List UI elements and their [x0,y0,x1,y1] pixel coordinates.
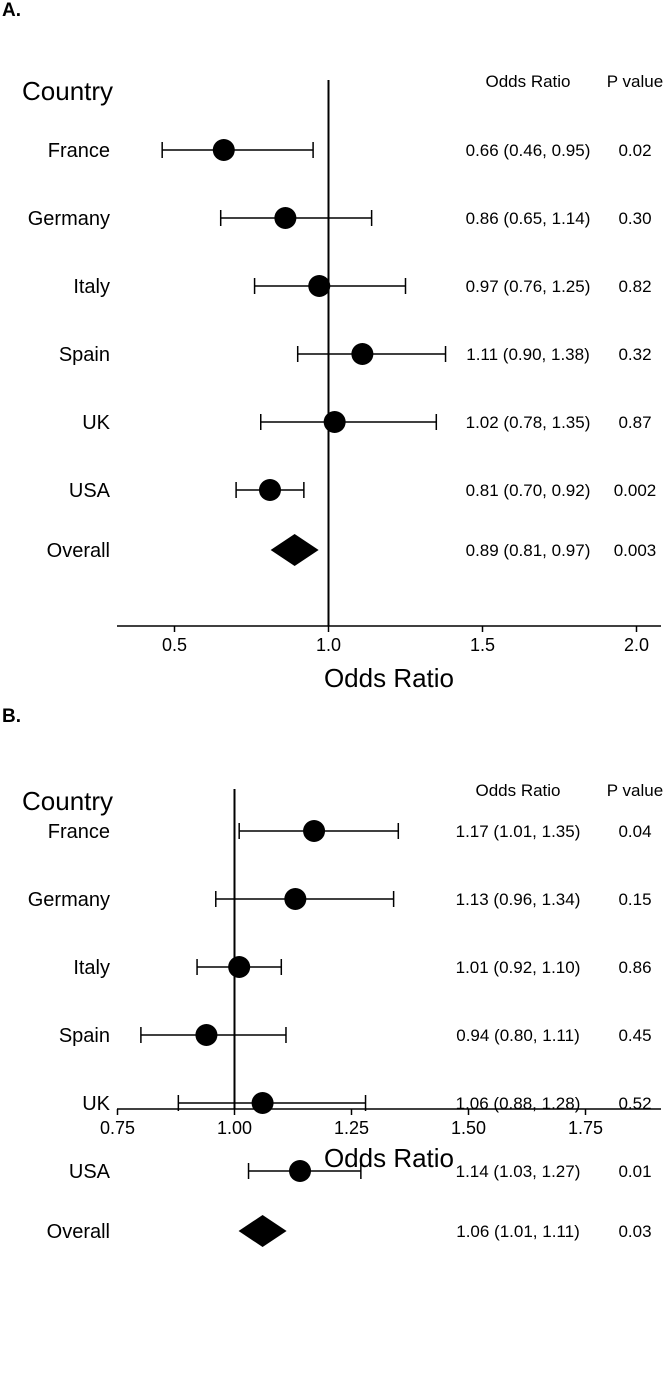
forest-plot-a: Country Odds Ratio P value 0.5 1.0 1.5 2.0 Odds… [22,72,663,693]
x-axis-title: Odds Ratio [324,1143,454,1173]
row-label-italy: Italy [73,276,110,298]
x-tick-label: 1.5 [470,635,495,655]
x-tick-label: 0.75 [100,1118,135,1138]
p-value-france: 0.04 [618,822,651,841]
estimate-text-germany: 0.86 (0.65, 1.14) [466,209,591,228]
panel-b-label: B. [2,706,21,727]
estimate-text-italy: 1.01 (0.92, 1.10) [456,958,581,977]
estimate-text-spain: 0.94 (0.80, 1.11) [456,1026,580,1045]
p-value-spain: 0.45 [618,1026,651,1045]
x-tick-label: 1.25 [334,1118,369,1138]
estimate-text-italy: 0.97 (0.76, 1.25) [466,277,591,296]
row-label-overall: Overall [47,540,110,562]
odds-ratio-column-header: Odds Ratio [485,72,570,91]
p-value-overall: 0.003 [614,541,657,560]
country-header: Country [22,76,113,106]
p-value-spain: 0.32 [618,345,651,364]
row-label-germany: Germany [28,208,110,230]
p-value-column-header: P value [607,781,663,800]
row-label-france: France [48,821,110,843]
point-estimate-usa [289,1160,312,1182]
row-label-usa: USA [69,480,111,502]
x-tick-label: 0.5 [162,635,187,655]
p-value-usa: 0.002 [614,481,657,500]
p-value-uk: 0.87 [618,413,651,432]
p-value-uk: 0.52 [618,1094,651,1113]
x-tick-label: 1.75 [568,1118,603,1138]
p-value-germany: 0.15 [618,890,651,909]
row-label-uk: UK [82,412,110,434]
point-estimate-germany [284,888,307,910]
point-estimate-uk [251,1092,274,1114]
point-estimate-france [212,139,235,161]
odds-ratio-column-header: Odds Ratio [475,781,560,800]
row-label-germany: Germany [28,889,110,911]
estimate-text-uk: 1.02 (0.78, 1.35) [466,413,591,432]
estimate-text-spain: 1.11 (0.90, 1.38) [466,345,590,364]
p-value-italy: 0.86 [618,958,651,977]
p-value-usa: 0.01 [618,1162,651,1181]
point-estimate-uk [323,411,346,433]
row-label-usa: USA [69,1161,111,1183]
estimate-text-france: 1.17 (1.01, 1.35) [456,822,581,841]
x-tick-label: 1.50 [451,1118,486,1138]
p-value-column-header: P value [607,72,663,91]
estimate-text-usa: 1.14 (1.03, 1.27) [456,1162,581,1181]
point-estimate-france [303,820,326,842]
overall-diamond [238,1215,287,1247]
point-estimate-italy [228,956,251,978]
row-label-italy: Italy [73,957,110,979]
estimate-text-france: 0.66 (0.46, 0.95) [466,141,591,160]
forest-plot-b: Country Odds Ratio P value 0.75 1.00 1.25 1.50… [22,781,663,1247]
point-estimate-spain [351,343,374,365]
row-label-france: France [48,140,110,162]
x-tick-label: 2.0 [624,635,649,655]
estimate-text-overall: 1.06 (1.01, 1.11) [456,1222,580,1241]
point-estimate-italy [308,275,331,297]
p-value-germany: 0.30 [618,209,651,228]
x-tick-label: 1.00 [217,1118,252,1138]
x-axis-title: Odds Ratio [324,663,454,693]
point-estimate-germany [274,207,297,229]
row-label-spain: Spain [59,344,110,366]
point-estimate-usa [258,479,281,501]
estimate-text-uk: 1.06 (0.88, 1.28) [456,1094,581,1113]
p-value-overall: 0.03 [618,1222,651,1241]
row-label-spain: Spain [59,1025,110,1047]
country-header: Country [22,786,113,816]
p-value-italy: 0.82 [618,277,651,296]
row-label-overall: Overall [47,1221,110,1243]
p-value-france: 0.02 [618,141,651,160]
overall-diamond [270,534,319,566]
estimate-text-usa: 0.81 (0.70, 0.92) [466,481,591,500]
panel-a-label: A. [2,0,21,21]
estimate-text-germany: 1.13 (0.96, 1.34) [456,890,581,909]
point-estimate-spain [195,1024,218,1046]
estimate-text-overall: 0.89 (0.81, 0.97) [466,541,591,560]
x-tick-label: 1.0 [316,635,341,655]
row-label-uk: UK [82,1093,110,1115]
